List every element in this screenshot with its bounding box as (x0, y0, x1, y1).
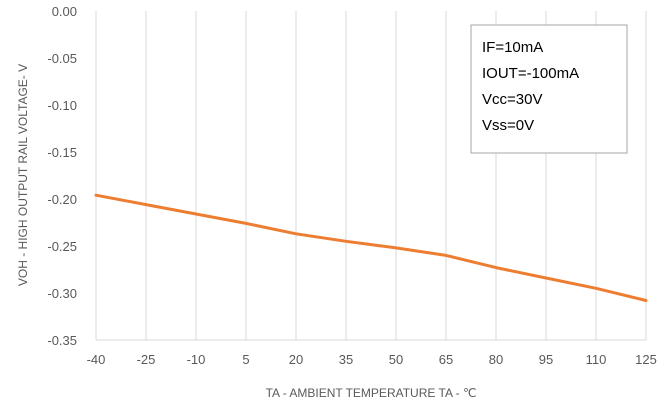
x-tick-label: 5 (242, 352, 249, 367)
x-tick-label: -25 (137, 352, 156, 367)
y-tick-labels: 0.00 -0.05 -0.10 -0.15 -0.20 -0.25 -0.30 -0.35 (47, 4, 77, 348)
x-tick-label: 50 (389, 352, 403, 367)
y-tick-label: 0.00 (52, 4, 77, 19)
x-tick-label: 125 (635, 352, 657, 367)
y-tick-label: -0.15 (47, 145, 77, 160)
x-tick-labels: -40 -25 -10 5 20 35 50 65 80 95 110 125 (87, 352, 657, 367)
series-line (94, 193, 648, 302)
series-group (94, 193, 648, 302)
x-tick-label: 35 (339, 352, 353, 367)
x-tick-label: 110 (586, 352, 607, 367)
legend-box (470, 24, 628, 154)
x-tick-label: 20 (289, 352, 303, 367)
y-axis-title: VOH - HIGH OUTPUT RAIL VOLTAGE- V (16, 64, 30, 286)
y-tick-label: -0.10 (47, 98, 77, 113)
annotation-line-2: IOUT=-100mA (482, 65, 579, 82)
y-tick-label: -0.05 (47, 51, 77, 66)
x-tick-label: -40 (87, 352, 106, 367)
x-tick-label: 80 (489, 352, 503, 367)
y-tick-label: -0.30 (47, 286, 77, 301)
annotation-line-1: IF=10mA (482, 39, 543, 56)
y-tick-label: -0.25 (47, 239, 77, 254)
x-axis-title: TA - AMBIENT TEMPERATURE TA - ℃ (266, 386, 477, 400)
x-tick-label: -10 (187, 352, 206, 367)
x-tick-label: 95 (539, 352, 553, 367)
y-tick-label: -0.35 (47, 333, 77, 348)
annotation-line-4: Vss=0V (482, 117, 534, 134)
y-tick-label: -0.20 (47, 192, 77, 207)
annotation-line-3: Vcc=30V (482, 91, 542, 108)
x-tick-label: 65 (439, 352, 453, 367)
